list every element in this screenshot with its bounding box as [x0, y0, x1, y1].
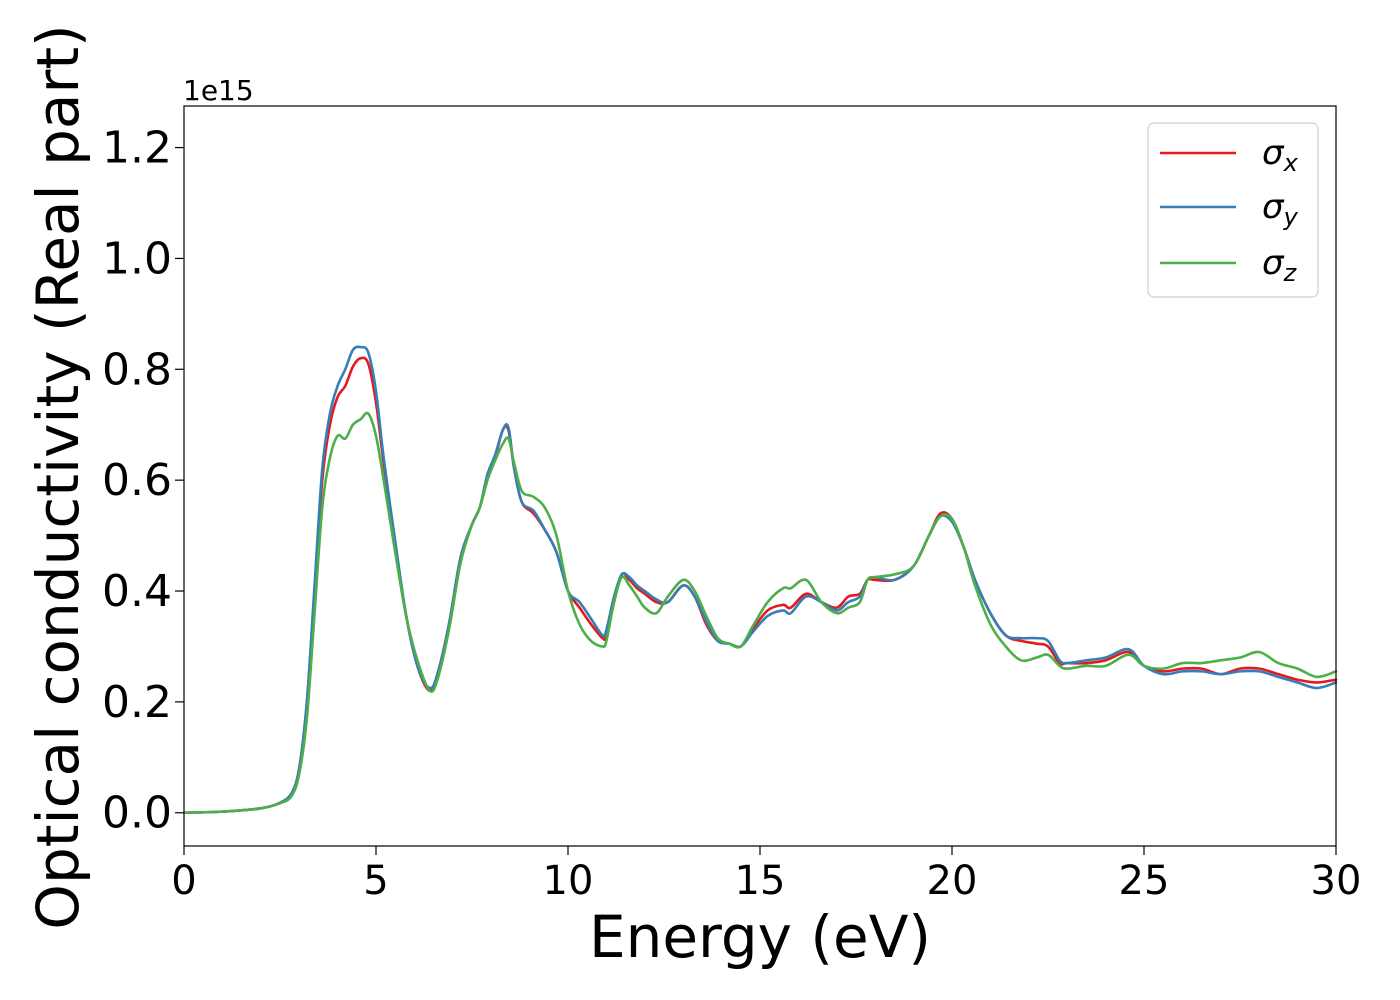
legend-frame: [1147, 122, 1319, 298]
y-axis-ticks: 0.0 0.2 0.4 0.6 0.8 1.0 1.2: [102, 123, 184, 839]
y-tick-label: 1.2: [102, 123, 172, 174]
y-tick-label: 0.2: [102, 677, 172, 728]
y-tick-label: 0.8: [102, 344, 172, 395]
y-axis-label: Optical conductivity (Real part): [24, 24, 92, 929]
y-tick-label: 0.4: [102, 566, 172, 617]
legend-label-y: σy: [1262, 187, 1299, 231]
plot-frame: [183, 105, 1337, 847]
y-offset-label: 1e15: [183, 74, 254, 107]
series-line-z: [182, 411, 1338, 815]
x-axis-ticks: 0 5 10 15 20 25 30: [171, 846, 1361, 904]
series-lines: [182, 345, 1338, 815]
y-tick-label: 0.0: [102, 788, 172, 839]
x-tick-label: 25: [1119, 858, 1170, 904]
x-tick-label: 15: [735, 858, 786, 904]
series-line-y: [182, 345, 1338, 815]
x-tick-label: 0: [171, 858, 196, 904]
x-tick-label: 30: [1311, 858, 1362, 904]
series-line-x: [182, 356, 1338, 815]
y-tick-label: 0.6: [102, 455, 172, 506]
x-axis-label: Energy (eV): [589, 903, 931, 971]
x-tick-label: 5: [363, 858, 388, 904]
x-tick-label: 20: [927, 858, 978, 904]
legend: σx σy σz: [1147, 122, 1319, 298]
y-tick-label: 1.0: [102, 233, 172, 284]
legend-label-x: σx: [1262, 133, 1299, 177]
legend-label-z: σz: [1262, 243, 1298, 287]
x-tick-label: 10: [543, 858, 594, 904]
